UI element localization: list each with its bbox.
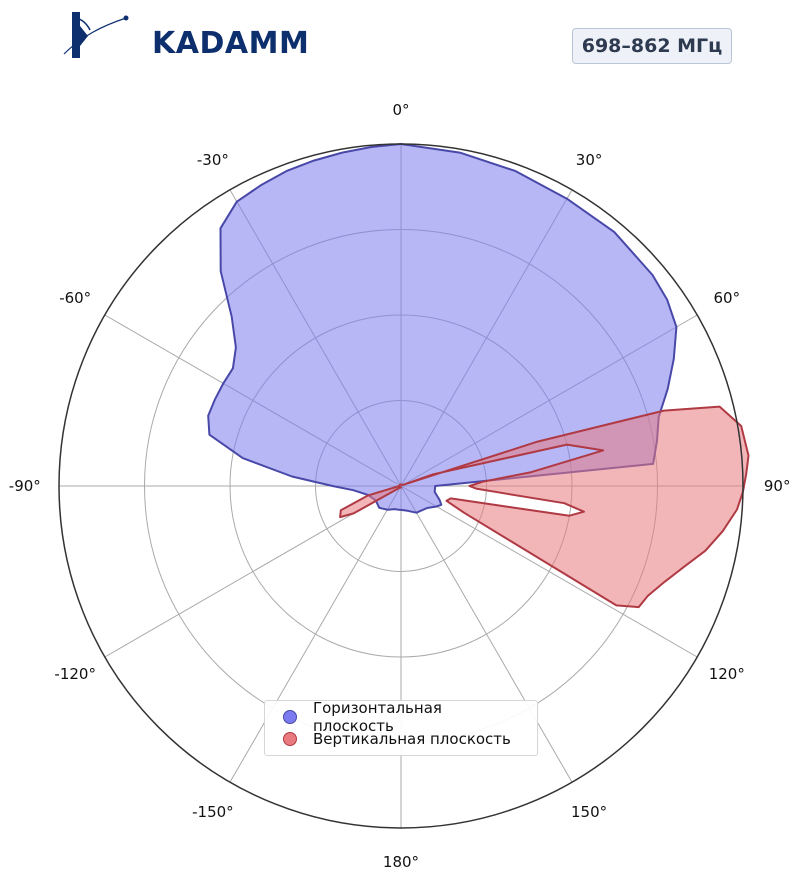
series-area-0 xyxy=(207,143,678,514)
legend-item-horizontal: Горизонтальная плоскость xyxy=(275,699,527,735)
legend-label-horizontal: Горизонтальная плоскость xyxy=(312,699,442,735)
legend-item-vertical: Вертикальная плоскость xyxy=(275,728,527,750)
angular-tick-label-9: -90° xyxy=(9,477,41,495)
legend-label-vertical: Вертикальная плоскость xyxy=(313,730,511,748)
logo-mark-icon xyxy=(63,12,129,58)
angular-tick-labels: 0° 30° 60° 90° 120° 150° 180° -150° -120° -90° -60… xyxy=(9,101,791,871)
angular-tick-label-3: 90° xyxy=(764,477,791,495)
angular-tick-label-11: -30° xyxy=(197,151,229,169)
angular-grid-line-7 xyxy=(229,485,402,783)
angular-tick-label-5: 150° xyxy=(571,803,607,821)
angular-tick-label-7: -150° xyxy=(192,803,234,821)
polar-series xyxy=(207,143,750,609)
series-area-1 xyxy=(339,405,750,609)
angular-grid-line-4 xyxy=(400,485,698,658)
angular-tick-label-10: -60° xyxy=(59,289,91,307)
frequency-band-badge: 698–862 МГц xyxy=(572,28,732,64)
angular-grid-line-5 xyxy=(400,485,573,783)
frequency-band-text: 698–862 МГц xyxy=(581,35,723,57)
angular-tick-label-1: 30° xyxy=(576,151,603,169)
legend-swatch-horizontal xyxy=(283,710,297,724)
logo-wordmark: KADAMM xyxy=(152,26,310,61)
chart-legend: Горизонтальная плоскость Вертикальная пл… xyxy=(264,699,538,756)
angular-tick-label-8: -120° xyxy=(54,665,96,683)
angular-tick-label-6: 180° xyxy=(383,853,419,871)
legend-swatch-vertical xyxy=(283,732,297,746)
angular-tick-label-2: 60° xyxy=(714,289,741,307)
angular-tick-label-0: 0° xyxy=(392,101,409,119)
kadamm-logo: KADAMM xyxy=(62,6,309,64)
angular-tick-label-4: 120° xyxy=(709,665,745,683)
polar-outer-circle xyxy=(58,143,744,829)
